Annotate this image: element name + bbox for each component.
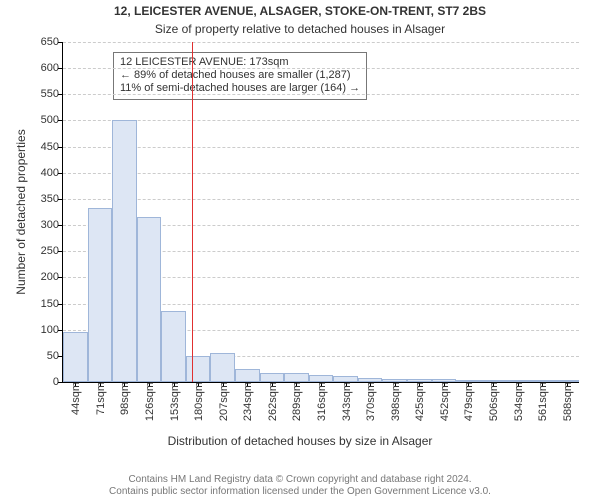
y-tick-mark	[58, 251, 63, 252]
gridline	[63, 94, 579, 95]
x-tick-label: 479sqm	[461, 382, 475, 421]
chart-subtitle: Size of property relative to detached ho…	[0, 22, 600, 36]
annotation-box: 12 LEICESTER AVENUE: 173sqm← 89% of deta…	[113, 52, 367, 100]
gridline	[63, 147, 579, 148]
plot-area: 12 LEICESTER AVENUE: 173sqm← 89% of deta…	[62, 42, 579, 383]
x-tick-label: 425sqm	[412, 382, 426, 421]
histogram-bar	[235, 369, 260, 382]
gridline	[63, 120, 579, 121]
y-tick-mark	[58, 120, 63, 121]
footer-line-2: Contains public sector information licen…	[0, 486, 600, 498]
x-tick-label: 180sqm	[191, 382, 205, 421]
reference-line	[192, 42, 193, 382]
x-tick-label: 370sqm	[363, 382, 377, 421]
chart-container: 12, LEICESTER AVENUE, ALSAGER, STOKE-ON-…	[0, 0, 600, 500]
histogram-bar	[161, 311, 186, 382]
histogram-bar	[63, 332, 88, 382]
x-tick-label: 234sqm	[240, 382, 254, 421]
x-tick-label: 153sqm	[167, 382, 181, 421]
y-tick-mark	[58, 304, 63, 305]
y-tick-mark	[58, 147, 63, 148]
gridline	[63, 42, 579, 43]
histogram-bar	[186, 356, 211, 382]
histogram-bar	[260, 373, 285, 382]
histogram-bar	[210, 353, 235, 382]
x-tick-label: 343sqm	[339, 382, 353, 421]
gridline	[63, 199, 579, 200]
x-tick-label: 98sqm	[117, 382, 131, 415]
gridline	[63, 173, 579, 174]
y-tick-mark	[58, 42, 63, 43]
histogram-bar	[284, 373, 309, 382]
x-axis-label: Distribution of detached houses by size …	[0, 434, 600, 448]
y-tick-mark	[58, 94, 63, 95]
y-tick-mark	[58, 382, 63, 383]
x-tick-label: 44sqm	[68, 382, 82, 415]
x-tick-label: 126sqm	[142, 382, 156, 421]
x-tick-label: 534sqm	[511, 382, 525, 421]
footer-line-1: Contains HM Land Registry data © Crown c…	[0, 474, 600, 486]
histogram-bar	[112, 120, 137, 382]
x-tick-label: 289sqm	[289, 382, 303, 421]
y-axis-label: Number of detached properties	[14, 129, 28, 294]
y-tick-mark	[58, 68, 63, 69]
y-tick-mark	[58, 277, 63, 278]
x-tick-label: 588sqm	[560, 382, 574, 421]
x-tick-label: 506sqm	[486, 382, 500, 421]
y-tick-mark	[58, 173, 63, 174]
x-tick-label: 316sqm	[314, 382, 328, 421]
histogram-bar	[137, 217, 162, 382]
x-tick-label: 262sqm	[265, 382, 279, 421]
footer-text: Contains HM Land Registry data © Crown c…	[0, 474, 600, 498]
x-tick-label: 71sqm	[93, 382, 107, 415]
y-tick-mark	[58, 199, 63, 200]
gridline	[63, 68, 579, 69]
chart-title: 12, LEICESTER AVENUE, ALSAGER, STOKE-ON-…	[0, 4, 600, 18]
annotation-line: ← 89% of detached houses are smaller (1,…	[120, 69, 360, 82]
histogram-bar	[88, 208, 113, 382]
x-tick-label: 561sqm	[535, 382, 549, 421]
x-tick-label: 207sqm	[216, 382, 230, 421]
y-tick-mark	[58, 225, 63, 226]
x-tick-label: 452sqm	[437, 382, 451, 421]
y-tick-mark	[58, 330, 63, 331]
x-tick-label: 398sqm	[388, 382, 402, 421]
histogram-bar	[309, 375, 334, 382]
